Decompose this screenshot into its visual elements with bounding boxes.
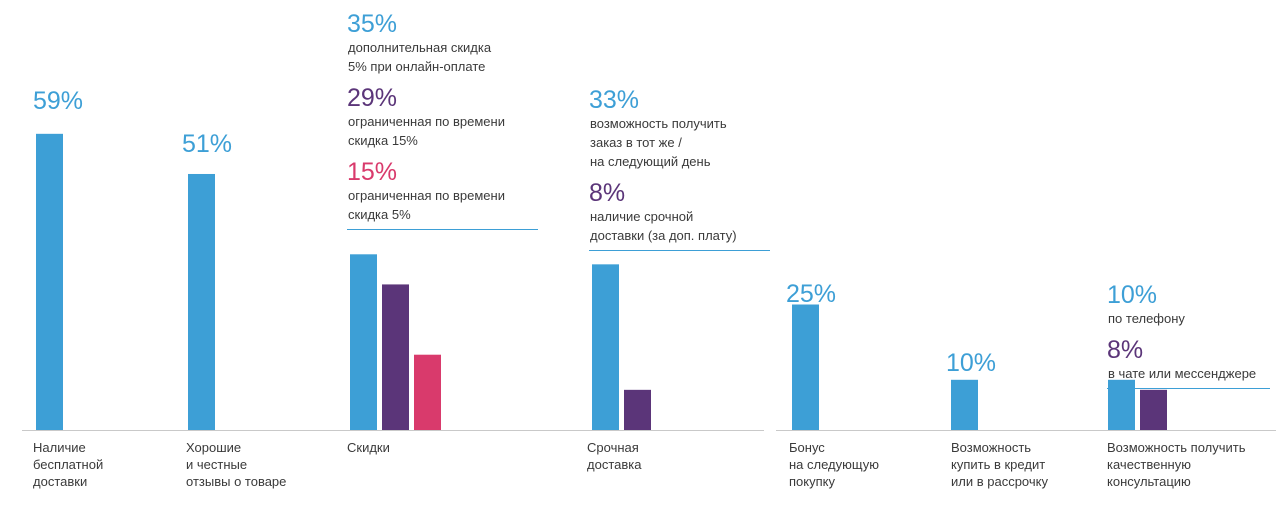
category-label-reviews-1: и честные	[186, 457, 247, 472]
category-label-credit-0: Возможность	[951, 440, 1031, 455]
pct-label-express-delivery-0: 33%	[589, 86, 639, 114]
category-label-bonus-2: покупку	[789, 474, 835, 489]
desc-discounts-0-0: дополнительная скидка	[348, 40, 492, 55]
category-label-bonus-0: Бонус	[789, 440, 825, 455]
desc-discounts-2-0: ограниченная по времени	[348, 188, 505, 203]
bar-reviews-0	[188, 173, 215, 431]
bar-bonus-0	[792, 304, 819, 430]
category-label-consultation-2: консультацию	[1107, 474, 1191, 489]
category-label-express-delivery-0: Срочная	[587, 440, 639, 455]
bar-consultation-0	[1108, 379, 1135, 430]
bar-consultation-1	[1140, 389, 1167, 430]
desc-express-delivery-0-2: на следующий день	[590, 154, 711, 169]
desc-express-delivery-1-0: наличие срочной	[590, 209, 693, 224]
desc-express-delivery-0-1: заказ в тот же /	[590, 135, 682, 150]
category-label-free-delivery-2: доставки	[33, 474, 87, 489]
category-label-discounts-0: Скидки	[347, 440, 390, 455]
pct-label-consultation-1: 8%	[1107, 336, 1143, 364]
category-label-free-delivery-0: Наличие	[33, 440, 86, 455]
bar-credit-0	[951, 379, 978, 430]
pct-label-bonus-0: 25%	[786, 280, 836, 308]
bar-discounts-1	[382, 284, 409, 430]
pct-label-discounts-1: 29%	[347, 84, 397, 112]
pct-label-discounts-0: 35%	[347, 10, 397, 38]
desc-discounts-2-1: скидка 5%	[348, 207, 411, 222]
category-label-consultation-0: Возможность получить	[1107, 440, 1246, 455]
category-label-reviews-0: Хорошие	[186, 440, 241, 455]
category-label-reviews-2: отзывы о товаре	[186, 474, 286, 489]
bar-discounts-2	[414, 354, 441, 430]
category-label-credit-2: или в рассрочку	[951, 474, 1048, 489]
bars	[36, 133, 1167, 431]
pct-label-express-delivery-1: 8%	[589, 179, 625, 207]
pct-label-discounts-2: 15%	[347, 158, 397, 186]
category-label-consultation-1: качественную	[1107, 457, 1191, 472]
category-label-free-delivery-1: бесплатной	[33, 457, 103, 472]
category-label-credit-1: купить в кредит	[951, 457, 1045, 472]
pct-label-consultation-0: 10%	[1107, 281, 1157, 309]
category-labels: Наличие бесплатной доставки Хорошие и честны…	[33, 440, 1246, 489]
desc-express-delivery-1-1: доставки (за доп. плату)	[590, 228, 737, 243]
pct-label-free-delivery-0: 59%	[33, 87, 83, 115]
bar-free-delivery-0	[36, 133, 63, 430]
desc-consultation-0-0: по телефону	[1108, 311, 1185, 326]
category-label-bonus-1: на следующую	[789, 457, 879, 472]
category-label-express-delivery-1: доставка	[587, 457, 642, 472]
desc-discounts-1-0: ограниченная по времени	[348, 114, 505, 129]
bar-express-delivery-1	[624, 389, 651, 430]
desc-discounts-1-1: скидка 15%	[348, 133, 418, 148]
desc-consultation-1-0: в чате или мессенджере	[1108, 366, 1256, 381]
desc-discounts-0-1: 5% при онлайн-оплате	[348, 59, 485, 74]
bar-discounts-0	[350, 254, 377, 430]
pct-label-credit-0: 10%	[946, 349, 996, 377]
desc-express-delivery-0-0: возможность получить	[590, 116, 727, 131]
pct-label-reviews-0: 51%	[182, 130, 232, 158]
annotations: 59% 51% 35% дополнительная скидка 5% при онл…	[33, 10, 1270, 389]
bar-express-delivery-0	[592, 264, 619, 430]
